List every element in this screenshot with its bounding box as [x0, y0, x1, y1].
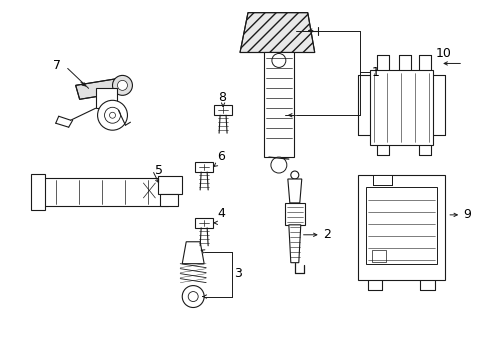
Bar [95, 88, 117, 108]
Circle shape [271, 54, 285, 67]
Text: 4: 4 [217, 207, 224, 220]
Bar [285, 203, 304, 225]
Text: 1: 1 [371, 66, 379, 79]
Bar [214, 105, 232, 115]
Bar [369, 71, 432, 145]
Text: 7: 7 [53, 59, 61, 72]
Bar [195, 162, 213, 172]
Text: 9: 9 [462, 208, 470, 221]
Bar [41, 178, 168, 206]
Text: 8: 8 [218, 91, 225, 104]
Circle shape [188, 292, 198, 302]
Bar [160, 194, 178, 206]
Bar [357, 175, 444, 280]
Text: 6: 6 [217, 150, 224, 163]
Text: 2: 2 [322, 228, 330, 241]
Circle shape [109, 112, 115, 118]
Bar [195, 218, 213, 228]
Bar [264, 53, 293, 157]
Polygon shape [76, 78, 122, 99]
Circle shape [98, 100, 127, 130]
Polygon shape [182, 242, 203, 264]
Bar [372, 175, 392, 185]
Polygon shape [240, 13, 314, 53]
Bar [365, 187, 436, 264]
Circle shape [182, 285, 203, 307]
Bar [371, 250, 386, 262]
Polygon shape [287, 179, 301, 203]
Circle shape [270, 157, 286, 173]
Polygon shape [288, 225, 300, 263]
Text: 5: 5 [155, 163, 163, 176]
Circle shape [112, 75, 132, 95]
Bar [31, 174, 45, 210]
Circle shape [104, 107, 120, 123]
Text: 3: 3 [234, 267, 242, 280]
Bar [158, 176, 182, 194]
Circle shape [117, 80, 127, 90]
Text: 10: 10 [434, 47, 450, 60]
Circle shape [290, 171, 298, 179]
